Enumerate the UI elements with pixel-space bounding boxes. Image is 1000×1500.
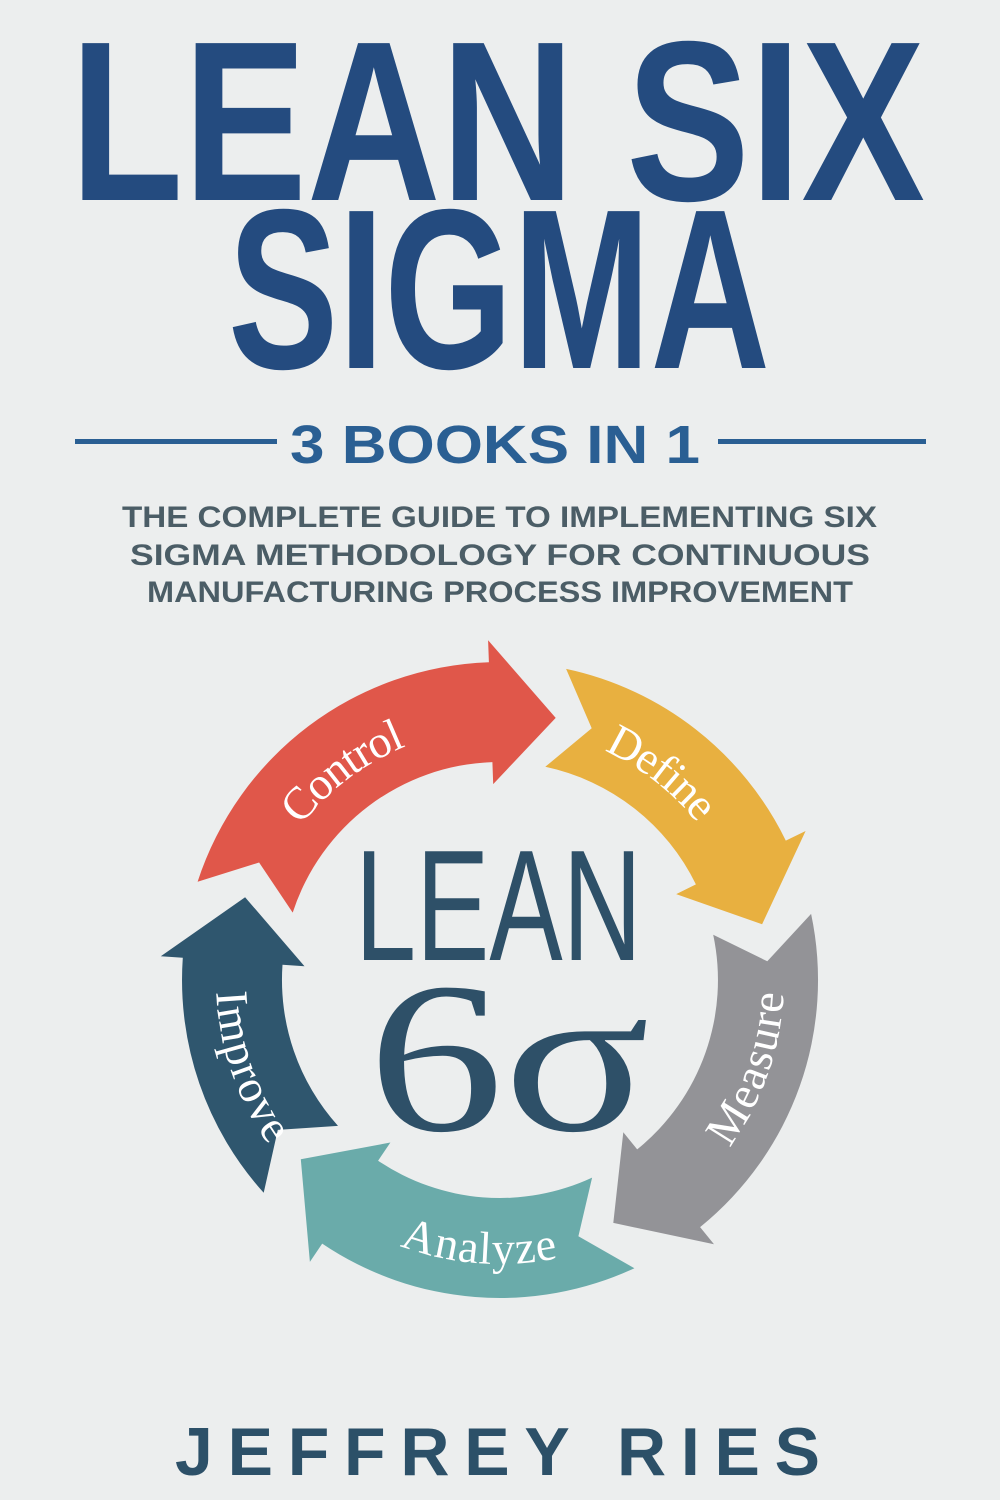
subtitle-line-3: MANUFACTURING PROCESS IMPROVEMENT [147, 576, 853, 609]
center-lean-text: LEAN [355, 818, 642, 994]
arrow-improve [160, 897, 338, 1193]
arrow-define [545, 668, 806, 925]
author-name: JEFFREY RIES [175, 1414, 820, 1490]
arrow-measure [613, 913, 819, 1245]
subtitle-line-2: SIGMA METHODOLOGY FOR CONTINUOUS [130, 539, 870, 572]
six-sigma-symbol: 6σ [368, 938, 650, 1177]
arrow-control [197, 640, 556, 913]
title-line-1: LEAN SIX [70, 0, 925, 249]
arrow-analyze [300, 1142, 635, 1298]
subtitle-line-1: THE COMPLETE GUIDE TO IMPLEMENTING SIX [122, 501, 877, 534]
tagline-rule-left [75, 439, 277, 444]
tagline: 3 BOOKS IN 1 [290, 415, 700, 475]
tagline-rule-right [718, 439, 926, 444]
title-line-2: SIGMA [228, 163, 770, 417]
